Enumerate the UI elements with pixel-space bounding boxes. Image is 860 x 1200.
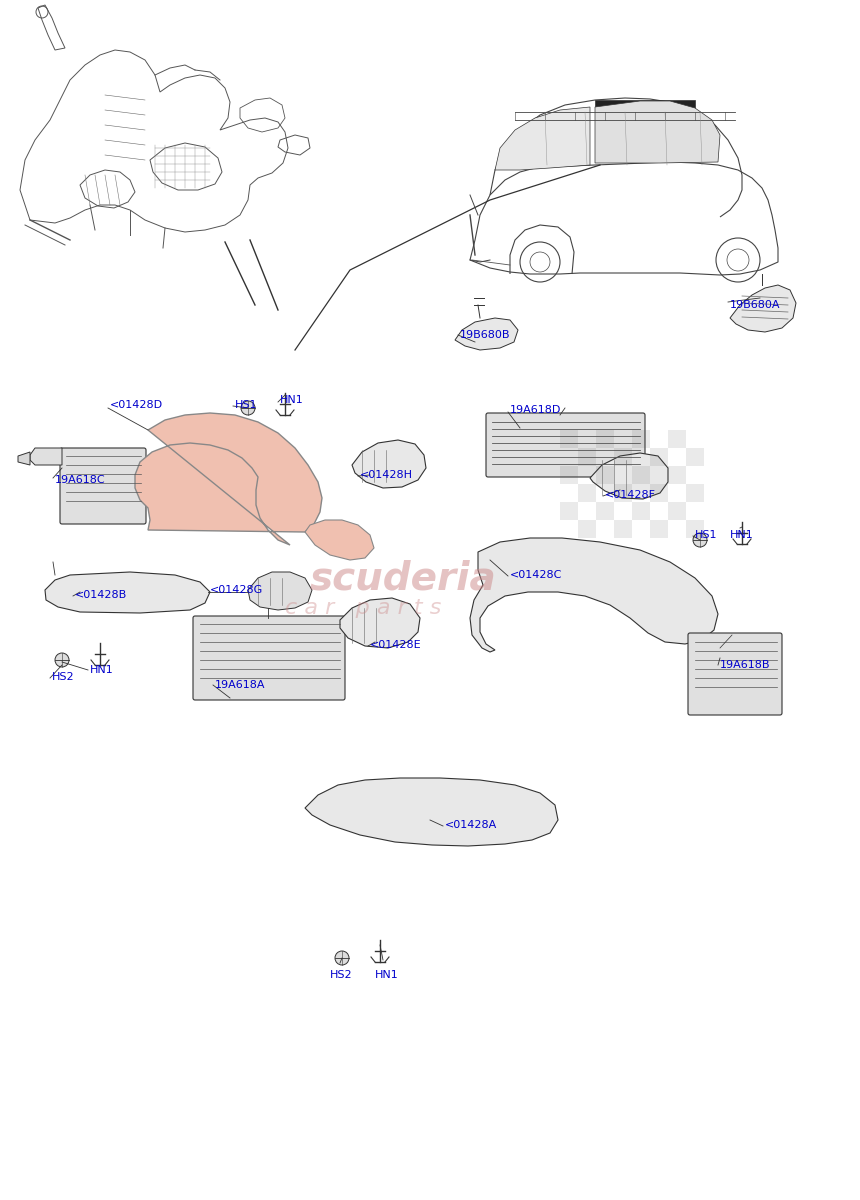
Text: HS1: HS1: [695, 530, 717, 540]
Bar: [560, 502, 578, 520]
Bar: [560, 466, 578, 484]
Polygon shape: [135, 413, 322, 545]
Polygon shape: [595, 101, 720, 163]
Text: HN1: HN1: [375, 970, 399, 980]
Bar: [596, 502, 614, 520]
Text: <01428H: <01428H: [360, 470, 413, 480]
Bar: [596, 466, 614, 484]
Text: 19A618A: 19A618A: [215, 680, 266, 690]
Bar: [578, 448, 596, 466]
Polygon shape: [590, 452, 668, 499]
Text: 19B680A: 19B680A: [730, 300, 781, 310]
Polygon shape: [730, 284, 796, 332]
Circle shape: [241, 401, 255, 415]
Bar: [650, 484, 668, 502]
Text: HS1: HS1: [235, 400, 257, 410]
Text: <01428A: <01428A: [445, 820, 497, 830]
Text: <01428C: <01428C: [510, 570, 562, 580]
Text: 19B680B: 19B680B: [460, 330, 511, 340]
Bar: [686, 484, 704, 502]
Bar: [578, 520, 596, 538]
Text: <01428F: <01428F: [605, 490, 656, 500]
Polygon shape: [495, 107, 590, 170]
Polygon shape: [455, 318, 518, 350]
Polygon shape: [352, 440, 426, 488]
Polygon shape: [305, 778, 558, 846]
Bar: [614, 448, 632, 466]
Text: HN1: HN1: [90, 665, 114, 674]
Bar: [650, 520, 668, 538]
FancyBboxPatch shape: [688, 634, 782, 715]
FancyBboxPatch shape: [486, 413, 645, 476]
Bar: [632, 502, 650, 520]
Bar: [614, 484, 632, 502]
Polygon shape: [248, 572, 312, 610]
Text: <01428B: <01428B: [75, 590, 127, 600]
Bar: [668, 430, 686, 448]
Polygon shape: [18, 452, 30, 464]
Bar: [596, 430, 614, 448]
Text: HS2: HS2: [52, 672, 75, 682]
Bar: [578, 484, 596, 502]
Circle shape: [55, 653, 69, 667]
Bar: [614, 520, 632, 538]
Text: HS2: HS2: [330, 970, 353, 980]
Text: 19A618C: 19A618C: [55, 475, 106, 485]
Bar: [668, 466, 686, 484]
Text: c a r   p a r t s: c a r p a r t s: [285, 598, 441, 618]
Polygon shape: [305, 520, 374, 560]
Polygon shape: [30, 448, 62, 464]
Bar: [686, 520, 704, 538]
Bar: [668, 502, 686, 520]
Text: <01428E: <01428E: [370, 640, 421, 650]
Text: 19A618B: 19A618B: [720, 660, 771, 670]
FancyBboxPatch shape: [60, 448, 146, 524]
Polygon shape: [340, 598, 420, 648]
Text: <01428D: <01428D: [110, 400, 163, 410]
Bar: [686, 448, 704, 466]
Polygon shape: [470, 538, 718, 652]
Text: 19A618D: 19A618D: [510, 404, 562, 415]
Text: HN1: HN1: [280, 395, 304, 404]
Bar: [650, 448, 668, 466]
Text: HN1: HN1: [730, 530, 753, 540]
Polygon shape: [45, 572, 210, 613]
Text: <01428G: <01428G: [210, 584, 263, 595]
Bar: [632, 466, 650, 484]
Bar: [595, 100, 695, 130]
Circle shape: [693, 533, 707, 547]
FancyBboxPatch shape: [193, 616, 345, 700]
Circle shape: [335, 950, 349, 965]
Text: scuderia: scuderia: [310, 560, 497, 598]
Bar: [560, 430, 578, 448]
Bar: [632, 430, 650, 448]
